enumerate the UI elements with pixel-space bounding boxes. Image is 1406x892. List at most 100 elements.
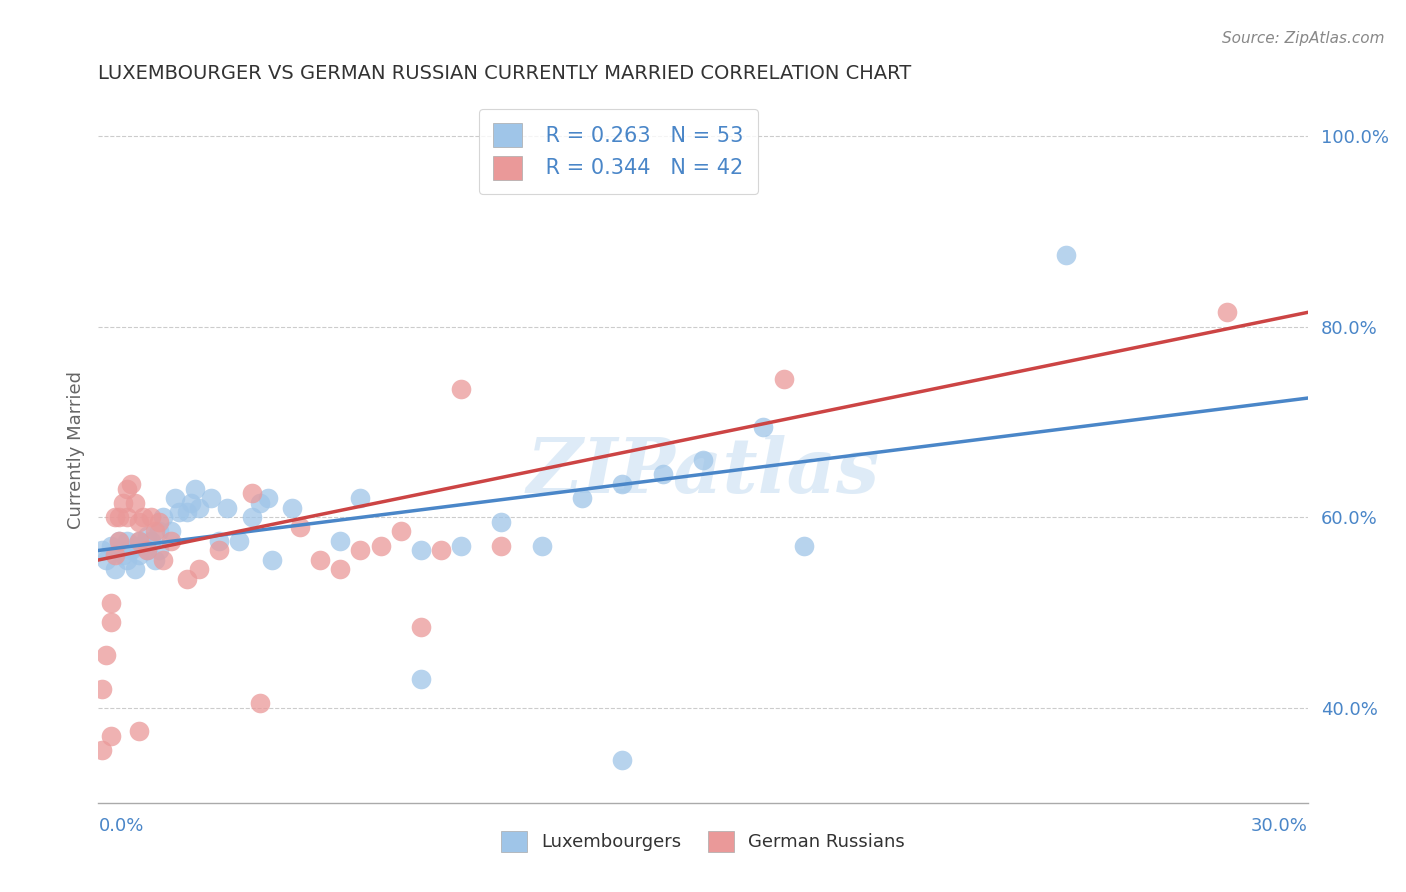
Point	[91, 743, 114, 757]
Point	[103, 510, 125, 524]
Point	[240, 510, 263, 524]
Point	[281, 500, 304, 515]
Point	[409, 543, 432, 558]
Y-axis label: Currently Married: Currently Married	[66, 371, 84, 530]
Point	[200, 491, 222, 505]
Point	[430, 543, 453, 558]
Point	[152, 510, 174, 524]
Point	[409, 619, 432, 633]
Point	[120, 543, 142, 558]
Point	[370, 539, 392, 553]
Point	[217, 500, 239, 515]
Point	[491, 539, 513, 553]
Point	[148, 524, 170, 539]
Point	[180, 496, 202, 510]
Text: Source: ZipAtlas.com: Source: ZipAtlas.com	[1222, 31, 1385, 46]
Point	[530, 539, 553, 553]
Point	[228, 533, 250, 548]
Point	[1216, 305, 1239, 319]
Point	[349, 491, 371, 505]
Point	[256, 491, 278, 505]
Point	[115, 482, 138, 496]
Point	[120, 476, 142, 491]
Point	[329, 562, 352, 576]
Text: ZIPatlas: ZIPatlas	[526, 434, 880, 508]
Point	[96, 648, 118, 663]
Point	[115, 553, 138, 567]
Point	[188, 500, 211, 515]
Point	[249, 496, 271, 510]
Point	[450, 539, 472, 553]
Point	[167, 505, 190, 519]
Point	[1054, 248, 1077, 262]
Point	[103, 562, 125, 576]
Point	[135, 529, 157, 543]
Point	[651, 467, 673, 482]
Point	[188, 562, 211, 576]
Point	[148, 543, 170, 558]
Point	[107, 533, 129, 548]
Point	[111, 496, 134, 510]
Point	[160, 524, 183, 539]
Point	[152, 553, 174, 567]
Point	[143, 524, 166, 539]
Text: 0.0%: 0.0%	[98, 817, 143, 835]
Point	[176, 572, 198, 586]
Point	[240, 486, 263, 500]
Point	[107, 510, 129, 524]
Point	[132, 539, 155, 553]
Point	[132, 510, 155, 524]
Point	[176, 505, 198, 519]
Point	[389, 524, 412, 539]
Point	[100, 615, 122, 629]
Text: LUXEMBOURGER VS GERMAN RUSSIAN CURRENTLY MARRIED CORRELATION CHART: LUXEMBOURGER VS GERMAN RUSSIAN CURRENTLY…	[98, 63, 911, 83]
Point	[260, 553, 283, 567]
Point	[692, 453, 714, 467]
Point	[163, 491, 186, 505]
Point	[143, 553, 166, 567]
Point	[91, 543, 114, 558]
Point	[135, 543, 157, 558]
Point	[100, 729, 122, 743]
Point	[107, 543, 129, 558]
Point	[103, 548, 125, 562]
Point	[128, 533, 150, 548]
Point	[349, 543, 371, 558]
Text: 30.0%: 30.0%	[1251, 817, 1308, 835]
Point	[309, 553, 332, 567]
Point	[111, 548, 134, 562]
Point	[124, 562, 146, 576]
Point	[409, 672, 432, 686]
Point	[450, 382, 472, 396]
Point	[249, 696, 271, 710]
Point	[612, 753, 634, 767]
Point	[128, 515, 150, 529]
Point	[208, 543, 231, 558]
Point	[752, 419, 775, 434]
Point	[139, 533, 162, 548]
Point	[135, 543, 157, 558]
Point	[128, 548, 150, 562]
Point	[124, 496, 146, 510]
Point	[491, 515, 513, 529]
Point	[571, 491, 593, 505]
Point	[107, 533, 129, 548]
Point	[100, 596, 122, 610]
Point	[793, 539, 815, 553]
Point	[288, 519, 311, 533]
Point	[96, 553, 118, 567]
Point	[115, 510, 138, 524]
Point	[124, 539, 146, 553]
Point	[100, 539, 122, 553]
Point	[329, 533, 352, 548]
Point	[148, 515, 170, 529]
Point	[91, 681, 114, 696]
Point	[139, 510, 162, 524]
Point	[208, 533, 231, 548]
Point	[772, 372, 794, 386]
Point	[612, 476, 634, 491]
Point	[184, 482, 207, 496]
Legend: Luxembourgers, German Russians: Luxembourgers, German Russians	[492, 822, 914, 861]
Point	[160, 533, 183, 548]
Point	[128, 724, 150, 739]
